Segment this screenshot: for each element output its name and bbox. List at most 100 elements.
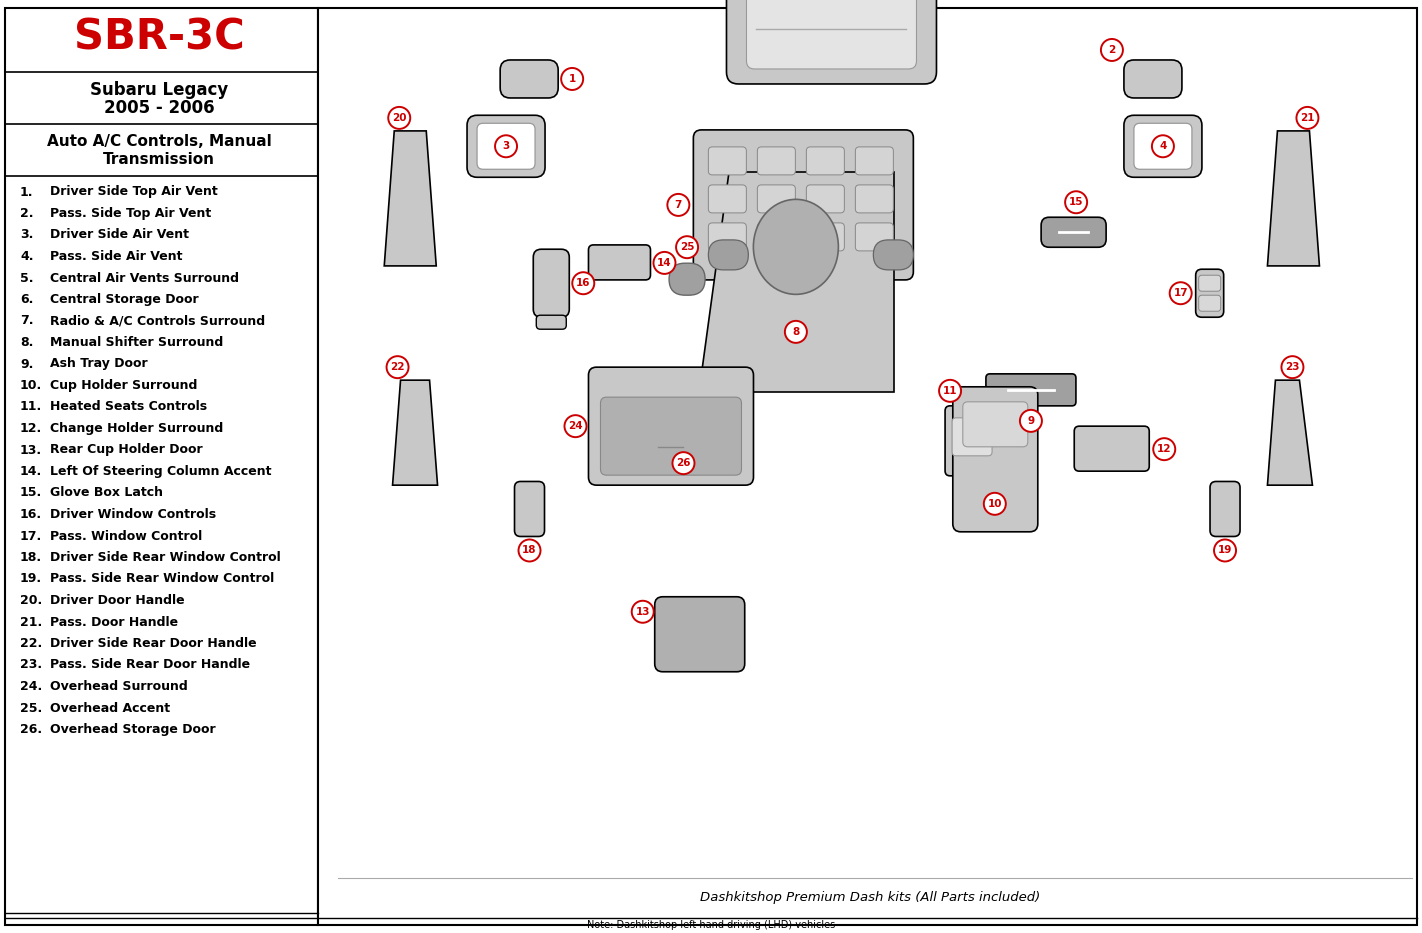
Text: 24.: 24. bbox=[20, 680, 43, 693]
Text: 23.: 23. bbox=[20, 659, 43, 672]
FancyBboxPatch shape bbox=[1199, 275, 1220, 291]
Text: 25.: 25. bbox=[20, 702, 43, 715]
Text: Pass. Side Rear Door Handle: Pass. Side Rear Door Handle bbox=[50, 659, 250, 672]
Text: Pass. Side Air Vent: Pass. Side Air Vent bbox=[50, 250, 182, 263]
FancyBboxPatch shape bbox=[747, 0, 917, 69]
FancyBboxPatch shape bbox=[708, 185, 747, 213]
Bar bbox=[6, 8, 319, 925]
FancyBboxPatch shape bbox=[1210, 481, 1240, 536]
Circle shape bbox=[495, 135, 518, 158]
Circle shape bbox=[673, 453, 694, 474]
Circle shape bbox=[1020, 410, 1042, 432]
Text: 22.: 22. bbox=[20, 637, 43, 650]
Text: Overhead Surround: Overhead Surround bbox=[50, 680, 188, 693]
Text: Pass. Side Top Air Vent: Pass. Side Top Air Vent bbox=[50, 207, 212, 220]
FancyBboxPatch shape bbox=[476, 123, 535, 169]
Circle shape bbox=[1152, 135, 1175, 158]
FancyBboxPatch shape bbox=[1199, 295, 1220, 312]
Circle shape bbox=[984, 493, 1005, 515]
FancyBboxPatch shape bbox=[758, 185, 795, 213]
Text: 20.: 20. bbox=[20, 594, 43, 607]
FancyBboxPatch shape bbox=[466, 116, 545, 177]
Text: 7: 7 bbox=[674, 200, 683, 210]
FancyBboxPatch shape bbox=[856, 223, 893, 251]
Text: Manual Shifter Surround: Manual Shifter Surround bbox=[50, 336, 223, 349]
Circle shape bbox=[631, 601, 654, 622]
Text: 12.: 12. bbox=[20, 422, 43, 435]
Text: Driver Side Top Air Vent: Driver Side Top Air Vent bbox=[50, 186, 218, 199]
FancyBboxPatch shape bbox=[589, 368, 754, 485]
Text: Subaru Legacy: Subaru Legacy bbox=[90, 81, 228, 99]
Circle shape bbox=[1065, 191, 1088, 214]
Text: Overhead Accent: Overhead Accent bbox=[50, 702, 171, 715]
Text: 16: 16 bbox=[576, 278, 590, 288]
FancyBboxPatch shape bbox=[806, 185, 845, 213]
Text: 21.: 21. bbox=[20, 616, 43, 629]
FancyBboxPatch shape bbox=[533, 249, 569, 317]
Text: Central Air Vents Surround: Central Air Vents Surround bbox=[50, 272, 239, 285]
FancyBboxPatch shape bbox=[806, 223, 845, 251]
Text: 7.: 7. bbox=[20, 314, 34, 327]
FancyBboxPatch shape bbox=[708, 240, 748, 270]
Polygon shape bbox=[384, 131, 437, 266]
Text: Heated Seats Controls: Heated Seats Controls bbox=[50, 400, 208, 413]
Text: Ash Tray Door: Ash Tray Door bbox=[50, 357, 148, 370]
FancyBboxPatch shape bbox=[985, 374, 1076, 406]
Circle shape bbox=[654, 252, 675, 274]
Text: 10.: 10. bbox=[20, 379, 43, 392]
Text: 2: 2 bbox=[1108, 45, 1115, 55]
Text: 24: 24 bbox=[569, 421, 583, 431]
Text: Driver Side Rear Window Control: Driver Side Rear Window Control bbox=[50, 551, 280, 564]
FancyBboxPatch shape bbox=[600, 397, 741, 475]
Text: 11: 11 bbox=[943, 386, 957, 396]
FancyBboxPatch shape bbox=[758, 146, 795, 174]
Text: 4.: 4. bbox=[20, 250, 34, 263]
Text: 15: 15 bbox=[1069, 197, 1084, 207]
Polygon shape bbox=[1267, 380, 1313, 485]
FancyBboxPatch shape bbox=[963, 402, 1028, 447]
Text: 5.: 5. bbox=[20, 272, 34, 285]
Text: 19: 19 bbox=[1217, 546, 1233, 555]
Text: Driver Window Controls: Driver Window Controls bbox=[50, 508, 216, 521]
Text: Rear Cup Holder Door: Rear Cup Holder Door bbox=[50, 443, 202, 456]
Text: 8: 8 bbox=[792, 327, 799, 337]
Text: 23: 23 bbox=[1285, 362, 1300, 372]
Text: 25: 25 bbox=[680, 243, 694, 252]
Circle shape bbox=[562, 68, 583, 90]
Circle shape bbox=[387, 356, 408, 378]
Text: Transmission: Transmission bbox=[102, 152, 215, 168]
Text: Pass. Door Handle: Pass. Door Handle bbox=[50, 616, 178, 629]
Circle shape bbox=[519, 539, 540, 562]
FancyBboxPatch shape bbox=[856, 146, 893, 174]
FancyBboxPatch shape bbox=[768, 240, 808, 270]
FancyBboxPatch shape bbox=[694, 130, 913, 280]
Text: Central Storage Door: Central Storage Door bbox=[50, 293, 199, 306]
Text: 9.: 9. bbox=[20, 357, 33, 370]
FancyBboxPatch shape bbox=[953, 418, 993, 456]
Circle shape bbox=[675, 236, 698, 258]
FancyBboxPatch shape bbox=[708, 223, 747, 251]
Text: 13.: 13. bbox=[20, 443, 43, 456]
Text: 14: 14 bbox=[657, 258, 671, 268]
Text: 9: 9 bbox=[1027, 416, 1034, 425]
Circle shape bbox=[939, 380, 961, 402]
Text: 21: 21 bbox=[1300, 113, 1315, 123]
FancyBboxPatch shape bbox=[515, 481, 545, 536]
FancyBboxPatch shape bbox=[654, 597, 745, 672]
Text: Note: Dashkitshop left hand driving (LHD) vehicles: Note: Dashkitshop left hand driving (LHD… bbox=[587, 920, 835, 930]
Circle shape bbox=[1297, 107, 1318, 129]
Text: 3: 3 bbox=[502, 141, 509, 151]
Circle shape bbox=[785, 321, 806, 342]
Circle shape bbox=[667, 194, 690, 216]
Text: 12: 12 bbox=[1158, 444, 1172, 454]
Text: Driver Side Rear Door Handle: Driver Side Rear Door Handle bbox=[50, 637, 256, 650]
FancyBboxPatch shape bbox=[873, 240, 913, 270]
FancyBboxPatch shape bbox=[1133, 123, 1192, 169]
Circle shape bbox=[572, 272, 594, 294]
Text: 11.: 11. bbox=[20, 400, 43, 413]
Text: 14.: 14. bbox=[20, 465, 43, 478]
Circle shape bbox=[565, 415, 586, 438]
Text: 20: 20 bbox=[392, 113, 407, 123]
FancyBboxPatch shape bbox=[727, 0, 937, 84]
FancyBboxPatch shape bbox=[501, 60, 559, 98]
